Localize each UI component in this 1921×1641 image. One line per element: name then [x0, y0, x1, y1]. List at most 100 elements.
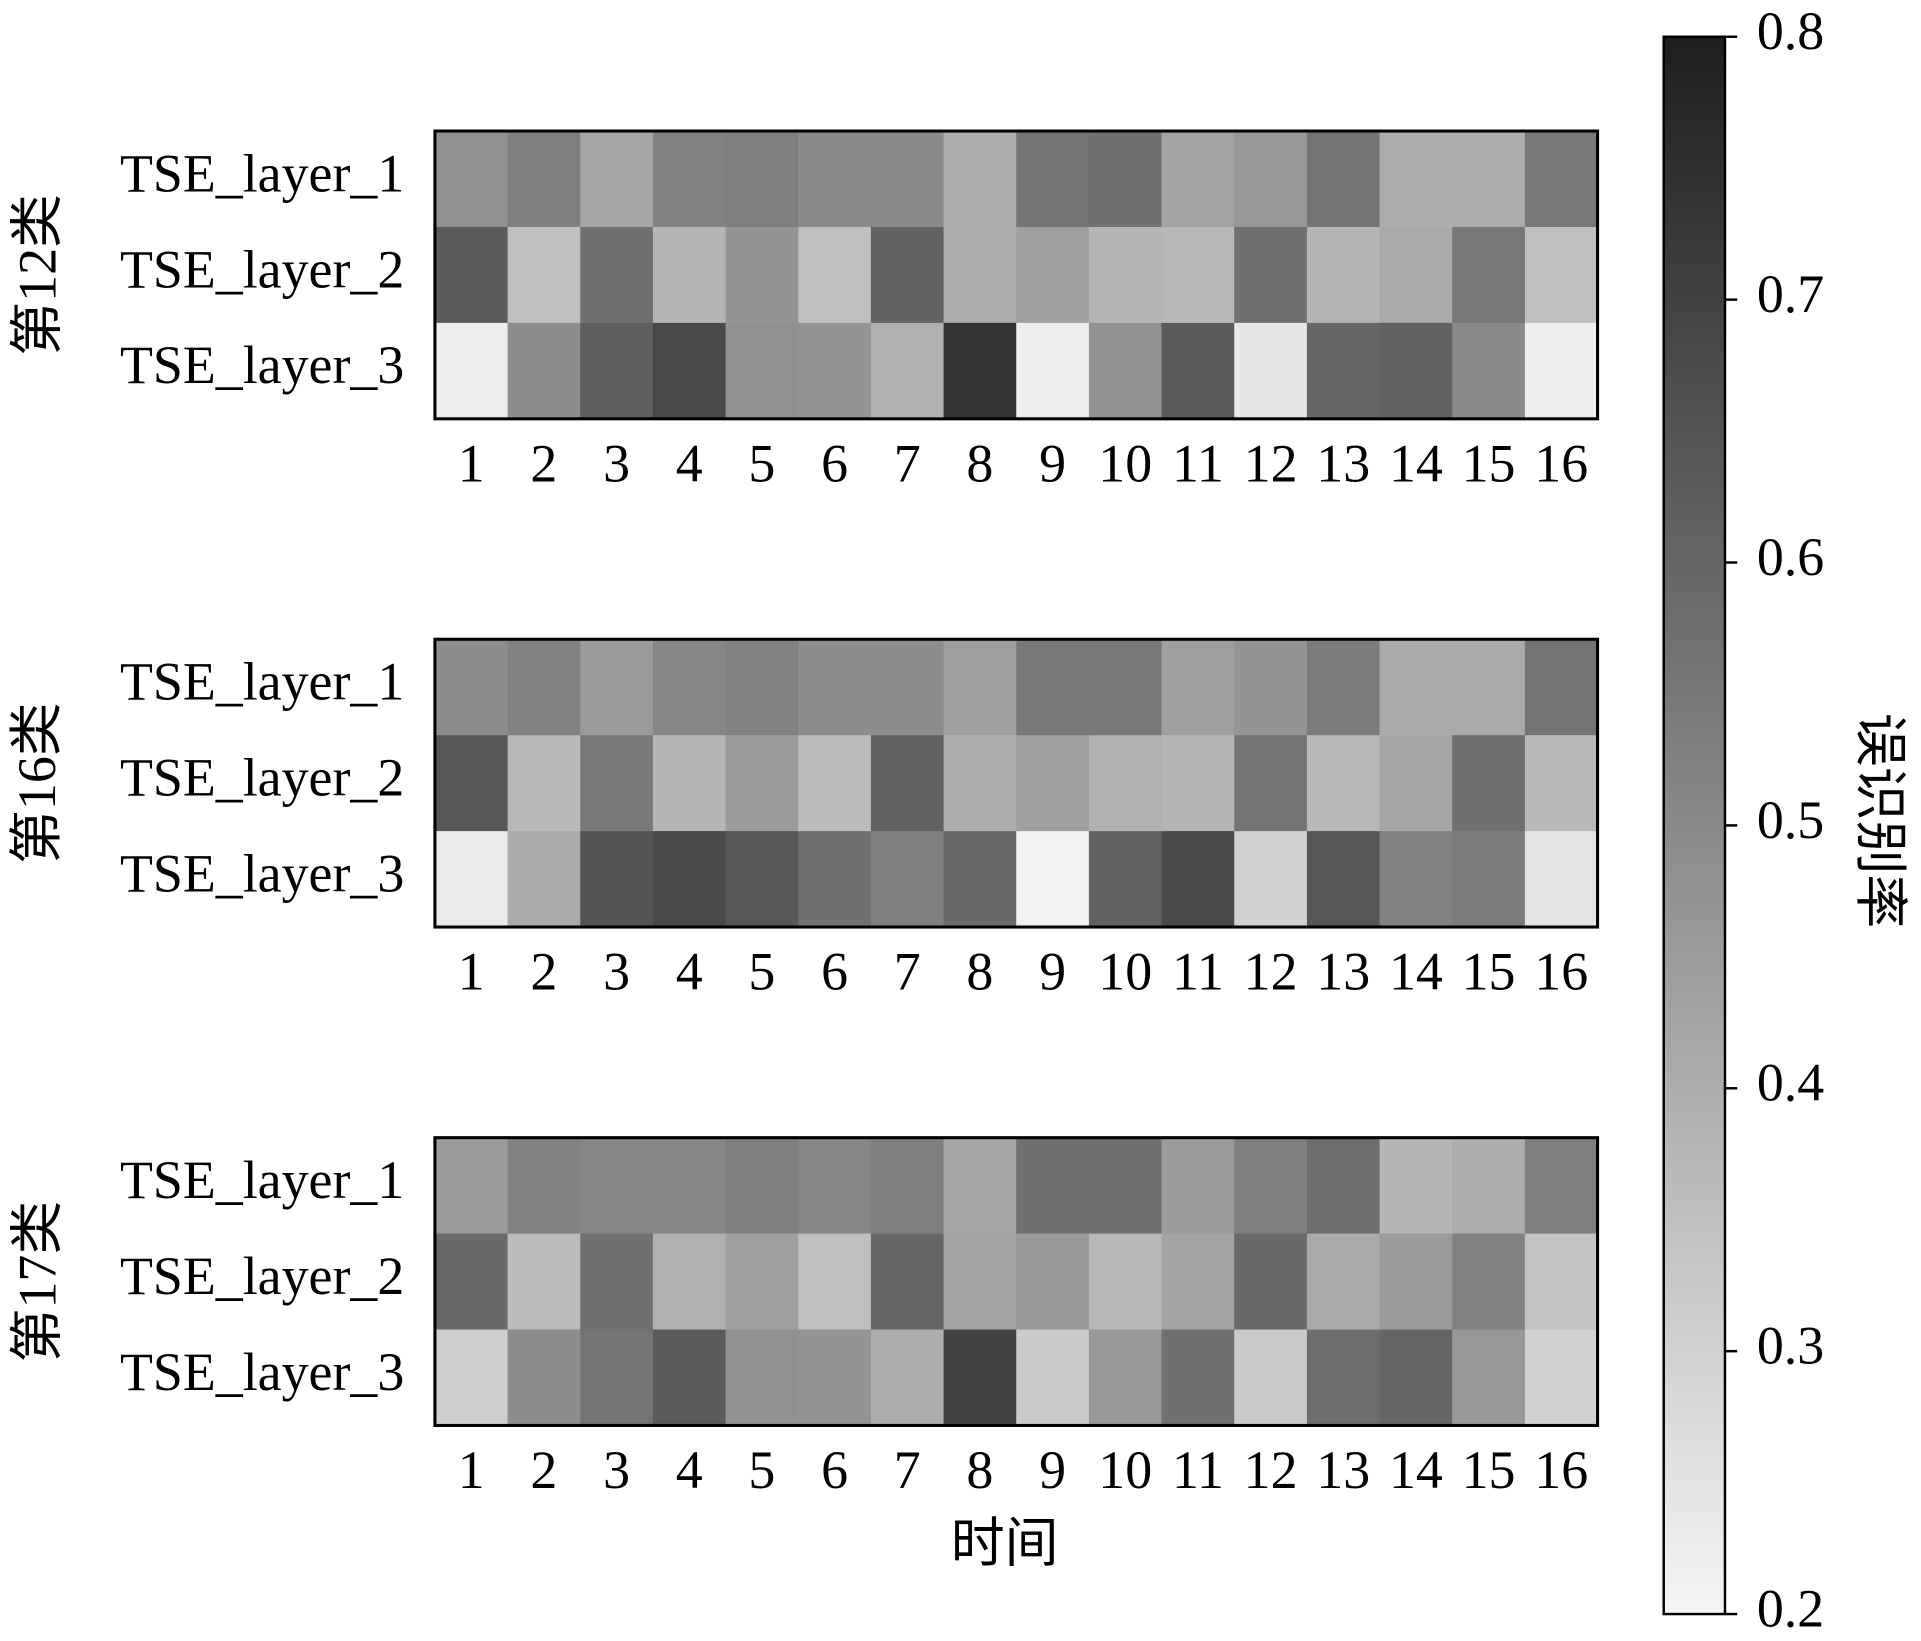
heatmap-cell [1306, 1329, 1381, 1427]
heatmap-cell [725, 639, 799, 736]
heatmap-cell [1161, 1329, 1235, 1427]
heatmap-cell [1452, 322, 1526, 420]
heatmap-cell [870, 1137, 945, 1235]
heatmap-cell [507, 1233, 581, 1331]
heatmap-cell [1306, 735, 1381, 832]
heatmap-cell [1524, 322, 1599, 420]
heatmap-cell [652, 831, 727, 928]
x-tick-label: 5 [748, 1440, 775, 1500]
x-tick-label: 10 [1098, 433, 1152, 493]
heatmap-cell [1452, 1137, 1526, 1235]
heatmap-cell [507, 831, 581, 928]
heatmap-cell [798, 639, 872, 736]
x-axis-label: 时间 [951, 1514, 1059, 1574]
heatmap-cell [1306, 322, 1381, 420]
heatmap-cell [1524, 831, 1599, 928]
x-tick-label: 1 [458, 942, 485, 1002]
x-tick-label: 1 [458, 1440, 485, 1500]
x-tick-label: 7 [894, 942, 921, 1002]
heatmap-cell [1016, 131, 1090, 228]
heatmap-cell [1016, 1233, 1090, 1331]
heatmap-cell [1088, 639, 1163, 736]
heatmap-cell [580, 322, 654, 420]
heatmap-cell [1234, 735, 1308, 832]
colorbar-tick-label: 0.8 [1757, 1, 1824, 61]
heatmap-cell [1452, 735, 1526, 832]
x-tick-label: 8 [966, 433, 993, 493]
panel-frame [433, 1136, 1600, 1427]
heatmap-cell [652, 131, 727, 228]
x-tick-label: 16 [1534, 1440, 1588, 1500]
heatmap-cell [1306, 639, 1381, 736]
heatmap-cell [725, 131, 799, 228]
heatmap-cell [1306, 831, 1381, 928]
heatmap-cell [434, 131, 509, 228]
heatmap-cell [725, 1137, 799, 1235]
heatmap-cell [943, 735, 1017, 832]
heatmap-cell [1524, 735, 1599, 832]
heatmap-cell [1524, 639, 1599, 736]
heatmap-cell [1234, 226, 1308, 324]
panel-frame [433, 129, 1600, 421]
heatmap-cell [1088, 322, 1163, 420]
heatmap-cell [1088, 735, 1163, 832]
x-tick-label: 10 [1098, 942, 1152, 1002]
x-tick-label: 5 [748, 433, 775, 493]
heatmap-cell [870, 322, 945, 420]
heatmap-cell [1234, 322, 1308, 420]
heatmap-cell [943, 1137, 1017, 1235]
heatmap-cell [1016, 831, 1090, 928]
row-label: TSE_layer_2 [120, 748, 404, 808]
heatmap-cell [1234, 639, 1308, 736]
heatmap-cell [1379, 639, 1453, 736]
heatmap-cell [652, 322, 727, 420]
x-tick-label: 12 [1244, 942, 1298, 1002]
heatmap-cell [434, 831, 509, 928]
heatmap-cell [652, 226, 727, 324]
heatmap-cell [1161, 735, 1235, 832]
heatmap-cell [580, 639, 654, 736]
heatmap-cell [1234, 831, 1308, 928]
x-tick-label: 2 [530, 433, 557, 493]
heatmap-cell [1524, 1137, 1599, 1235]
heatmap-cell [1016, 1137, 1090, 1235]
heatmap-cell [580, 1233, 654, 1331]
heatmap-cell [1306, 226, 1381, 324]
row-label: TSE_layer_1 [120, 1150, 404, 1210]
heatmap-cell [434, 1137, 509, 1235]
heatmap-cell [1161, 1137, 1235, 1235]
colorbar-label: 误识别率 [1850, 713, 1910, 928]
row-label: TSE_layer_2 [120, 239, 404, 299]
heatmap-cell [725, 735, 799, 832]
x-tick-label: 3 [603, 1440, 630, 1500]
heatmap-cell [580, 1137, 654, 1235]
heatmap-cell [1379, 1137, 1453, 1235]
colorbar-tick-label: 0.6 [1757, 527, 1824, 587]
x-tick-label: 9 [1039, 942, 1066, 1002]
x-tick-label: 4 [676, 1440, 703, 1500]
colorbar-tick-label: 0.3 [1757, 1316, 1824, 1376]
x-tick-label: 2 [530, 1440, 557, 1500]
heatmap-cell [1016, 735, 1090, 832]
heatmap-cell [1088, 1329, 1163, 1427]
heatmap-cell [434, 226, 509, 324]
x-tick-label: 7 [894, 1440, 921, 1500]
x-tick-label: 3 [603, 433, 630, 493]
x-tick-label: 4 [676, 433, 703, 493]
heatmap-cell [1016, 226, 1090, 324]
x-tick-label: 6 [821, 942, 848, 1002]
heatmap-cell [870, 639, 945, 736]
x-tick-label: 6 [821, 433, 848, 493]
heatmap-cell [1452, 1329, 1526, 1427]
heatmap-cell [1161, 131, 1235, 228]
heatmap-cell [798, 322, 872, 420]
x-tick-label: 3 [603, 942, 630, 1002]
heatmap-cell [1524, 131, 1599, 228]
x-tick-label: 8 [966, 942, 993, 1002]
x-tick-label: 13 [1316, 1440, 1370, 1500]
heatmap-cell [798, 1137, 872, 1235]
x-tick-label: 16 [1534, 433, 1588, 493]
x-tick-label: 8 [966, 1440, 993, 1500]
x-tick-label: 15 [1462, 433, 1516, 493]
x-tick-label: 9 [1039, 1440, 1066, 1500]
